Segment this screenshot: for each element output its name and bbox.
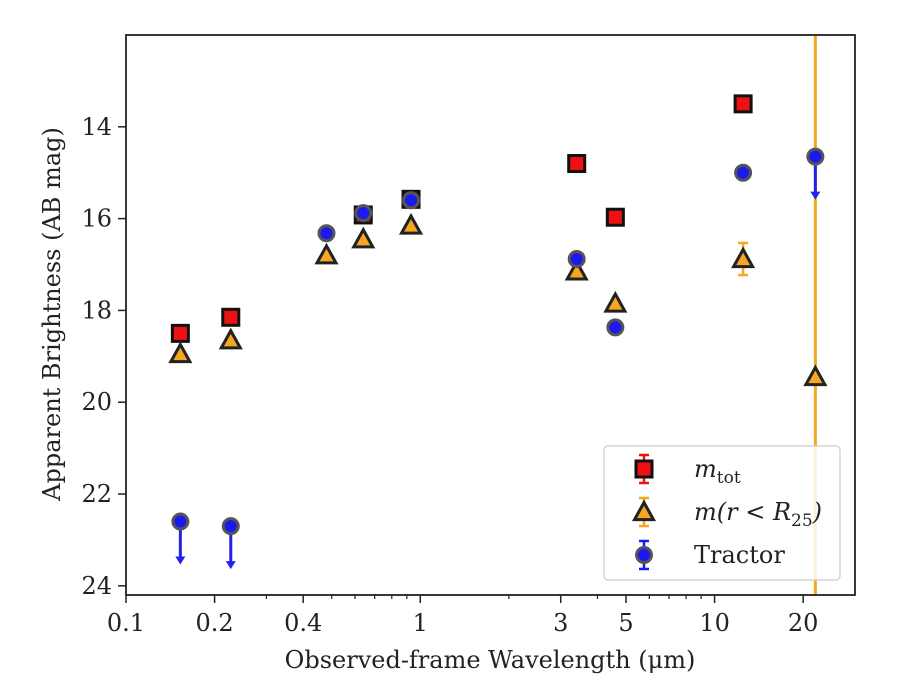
m-r25-point — [218, 327, 243, 350]
m-r25-point — [603, 290, 628, 313]
x-tick-label: 0.1 — [107, 609, 145, 637]
data-marks — [168, 94, 828, 570]
tractor-point — [354, 204, 373, 223]
legend-label: Tractor — [694, 541, 785, 569]
legend-label: mtot — [694, 455, 741, 488]
tractor-point — [606, 318, 625, 337]
y-tick-label: 14 — [81, 113, 112, 141]
m-r25-point — [564, 258, 589, 281]
x-tick-label: 5 — [618, 609, 633, 637]
y-tick-label: 22 — [81, 480, 112, 508]
tractor-point — [567, 250, 586, 268]
m-tot-point — [567, 154, 587, 174]
tractor-point — [402, 191, 421, 210]
axes: 0.1 0.2 0.4 1 3 5 10 20 14 16 18 20 22 24 — [81, 34, 856, 637]
m-tot-point — [605, 207, 625, 227]
upper-limit-arrowhead — [225, 561, 236, 570]
m-tot-point — [221, 307, 241, 327]
legend-marker — [631, 499, 657, 522]
tractor-point — [806, 147, 825, 166]
m-tot-point — [170, 323, 190, 343]
legend-box — [603, 445, 841, 581]
legend: mtot m(r < R25) Tractor — [603, 445, 841, 581]
plot-frame — [125, 34, 856, 596]
x-tick-label: 0.4 — [284, 609, 322, 637]
y-tick-label: 16 — [81, 205, 112, 233]
m-r25-point — [351, 226, 376, 249]
y-tick-label: 18 — [81, 296, 112, 324]
upper-limit-arrowhead — [175, 556, 186, 565]
tractor-point — [317, 224, 336, 243]
tractor-point — [171, 512, 190, 531]
m-r25-point — [398, 212, 424, 235]
upper-limit-arrowhead — [810, 191, 821, 200]
m-r25-point — [731, 246, 756, 269]
m-tot-point — [733, 94, 753, 114]
m-r25-point — [314, 242, 339, 265]
m-r25-point — [168, 341, 193, 364]
legend-marker — [635, 546, 653, 564]
x-tick-label: 20 — [788, 609, 819, 637]
x-tick-label: 10 — [699, 609, 730, 637]
x-axis-label: Observed-frame Wavelength (μm) — [285, 646, 696, 674]
x-tick-label: 3 — [553, 609, 568, 637]
tractor-point — [734, 163, 753, 182]
m-r25-point — [803, 364, 828, 387]
tractor-point — [221, 517, 240, 536]
y-axis-label: Apparent Brightness (AB mag) — [38, 127, 66, 502]
legend-marker — [634, 459, 654, 479]
y-tick-label: 20 — [81, 388, 112, 416]
legend-label: m(r < R25) — [694, 498, 822, 531]
x-tick-label: 1 — [413, 609, 428, 637]
y-tick-label: 24 — [81, 572, 112, 600]
x-tick-label: 0.2 — [196, 609, 234, 637]
